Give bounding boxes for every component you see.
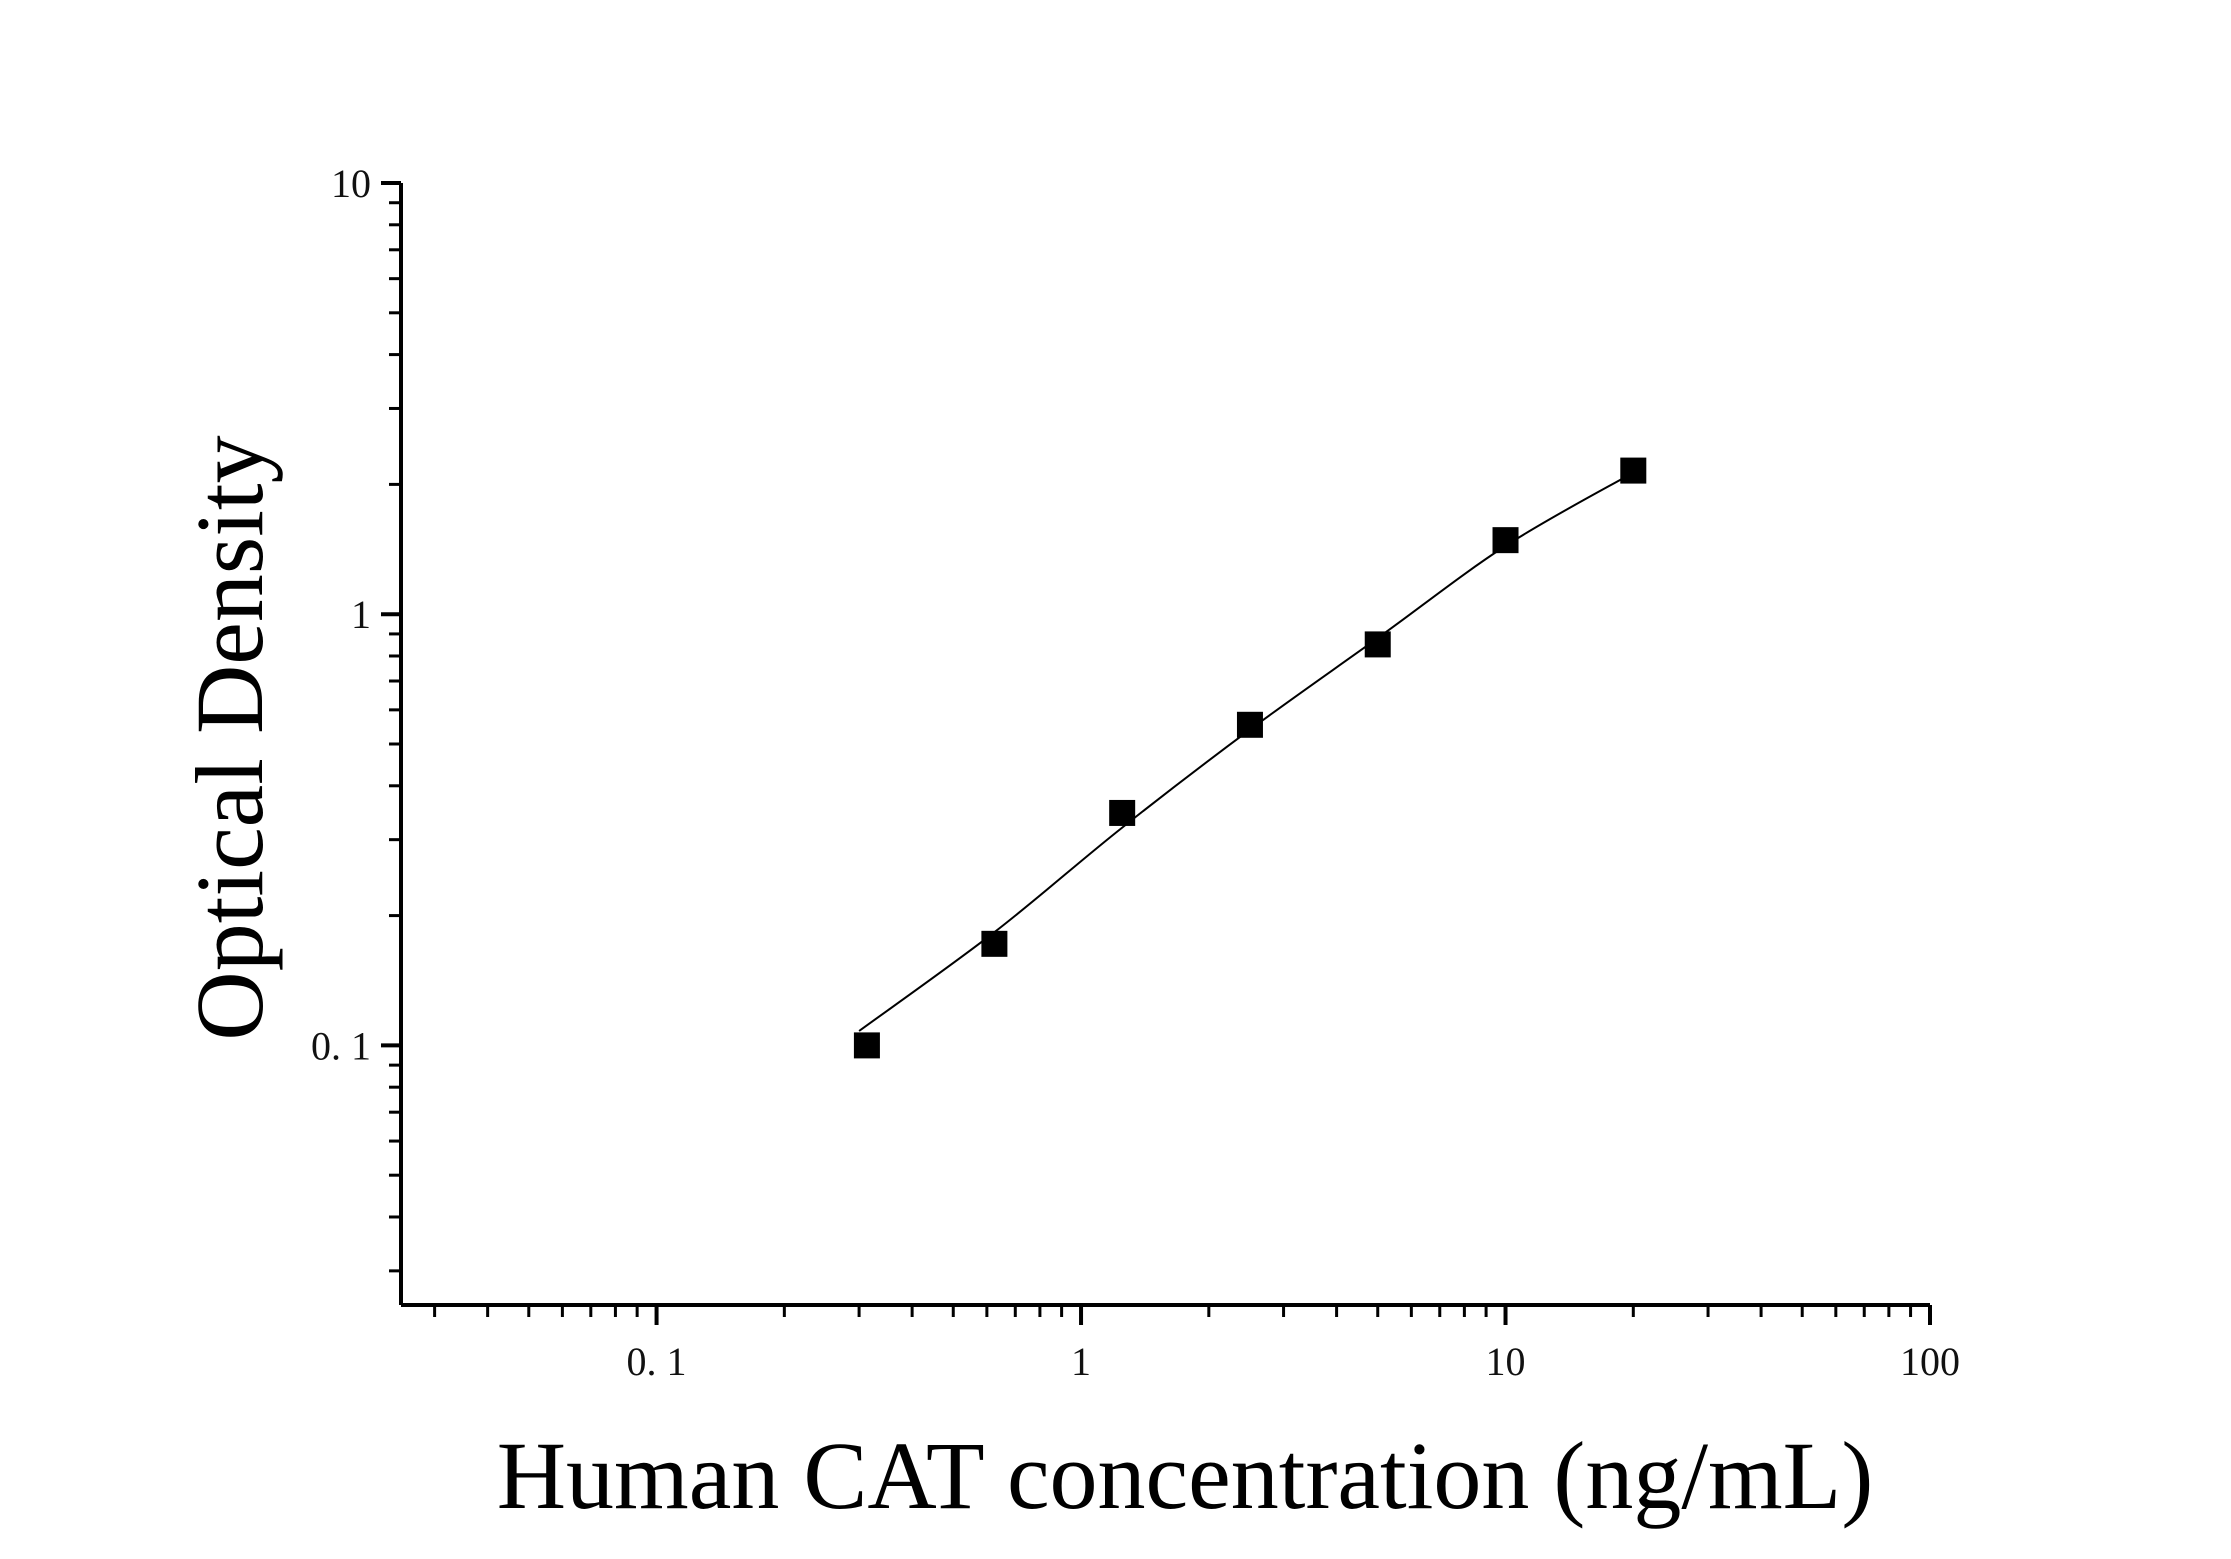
x-tick-label: 0. 1 xyxy=(627,1339,687,1384)
tick-labels: 0. 1 1 10 100 0. 1 1 10 xyxy=(311,161,1960,1384)
x-tick-label: 1 xyxy=(1071,1339,1091,1384)
y-tick-label: 0. 1 xyxy=(311,1023,371,1068)
x-tick-label: 10 xyxy=(1486,1339,1526,1384)
x-tick-label: 100 xyxy=(1900,1339,1960,1384)
data-point-marker xyxy=(981,930,1008,957)
data-point-marker xyxy=(1236,711,1263,738)
x-axis-title: Human CAT concentration (ng/mL) xyxy=(497,1422,1874,1529)
y-tick-label: 10 xyxy=(331,161,371,206)
data-point-marker xyxy=(1364,631,1391,658)
data-point-marker xyxy=(1109,799,1136,826)
y-tick-label: 1 xyxy=(351,592,371,637)
data-point-marker xyxy=(853,1032,880,1059)
data-points xyxy=(853,457,1647,1059)
data-point-marker xyxy=(1492,527,1519,554)
data-point-marker xyxy=(1620,457,1647,484)
y-axis-title: Optical Density xyxy=(176,435,283,1040)
